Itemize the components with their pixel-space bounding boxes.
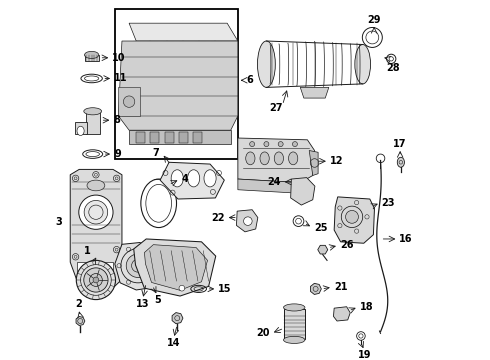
Polygon shape	[119, 41, 238, 130]
Polygon shape	[179, 41, 189, 109]
Polygon shape	[238, 138, 315, 183]
Ellipse shape	[204, 170, 216, 187]
Polygon shape	[129, 23, 238, 41]
Ellipse shape	[284, 336, 305, 343]
Bar	[193, 132, 202, 143]
Text: 21: 21	[334, 282, 347, 292]
Polygon shape	[134, 239, 216, 296]
Polygon shape	[131, 41, 141, 109]
Text: 18: 18	[360, 302, 373, 312]
Text: 5: 5	[154, 294, 161, 305]
Circle shape	[123, 96, 135, 107]
Polygon shape	[238, 179, 300, 193]
Circle shape	[278, 141, 283, 147]
Ellipse shape	[188, 170, 200, 187]
Bar	[115, 9, 238, 159]
Text: 2: 2	[75, 299, 82, 309]
Polygon shape	[172, 312, 183, 324]
Bar	[77, 262, 113, 282]
Circle shape	[293, 141, 297, 147]
Ellipse shape	[289, 152, 298, 165]
Text: 9: 9	[114, 149, 121, 159]
Ellipse shape	[397, 157, 404, 167]
Circle shape	[90, 274, 102, 287]
Text: 19: 19	[358, 350, 371, 360]
Circle shape	[249, 141, 255, 147]
Text: 15: 15	[218, 284, 232, 294]
Bar	[150, 132, 159, 143]
Polygon shape	[334, 307, 350, 321]
Circle shape	[244, 217, 252, 225]
Text: 4: 4	[181, 174, 188, 184]
Polygon shape	[129, 130, 231, 144]
Text: 28: 28	[386, 63, 400, 73]
Text: 13: 13	[136, 299, 149, 309]
Ellipse shape	[260, 152, 269, 165]
Circle shape	[79, 195, 113, 229]
Bar	[284, 309, 305, 339]
Text: 17: 17	[393, 139, 407, 149]
Ellipse shape	[284, 304, 305, 311]
Bar	[165, 132, 173, 143]
Ellipse shape	[355, 45, 370, 84]
Text: 27: 27	[270, 103, 283, 113]
Circle shape	[264, 141, 269, 147]
Ellipse shape	[77, 126, 84, 135]
Text: 25: 25	[314, 223, 327, 233]
Polygon shape	[291, 177, 315, 205]
Bar	[136, 132, 145, 143]
Circle shape	[76, 260, 116, 300]
Ellipse shape	[84, 108, 101, 115]
Text: 16: 16	[399, 234, 413, 244]
Polygon shape	[145, 245, 208, 290]
Polygon shape	[300, 87, 329, 98]
Ellipse shape	[141, 179, 176, 228]
Ellipse shape	[171, 170, 183, 187]
Polygon shape	[70, 170, 122, 289]
Circle shape	[179, 285, 185, 291]
Bar	[86, 111, 100, 135]
Polygon shape	[334, 197, 374, 243]
Ellipse shape	[274, 152, 284, 165]
Text: 24: 24	[267, 177, 281, 187]
Polygon shape	[318, 245, 328, 254]
Text: 8: 8	[113, 115, 120, 125]
Polygon shape	[311, 283, 321, 294]
Text: 1: 1	[84, 247, 90, 256]
Text: 26: 26	[340, 240, 353, 251]
Ellipse shape	[245, 152, 255, 165]
Text: 3: 3	[56, 217, 62, 227]
Polygon shape	[115, 243, 161, 290]
Text: 6: 6	[247, 75, 253, 85]
Polygon shape	[211, 41, 221, 109]
Circle shape	[345, 211, 358, 223]
Polygon shape	[195, 41, 205, 109]
Text: 7: 7	[153, 148, 159, 158]
Text: 22: 22	[211, 212, 225, 222]
Circle shape	[84, 201, 108, 224]
Polygon shape	[119, 87, 140, 116]
Text: 29: 29	[368, 15, 381, 25]
Text: 14: 14	[167, 338, 180, 348]
Ellipse shape	[257, 41, 275, 87]
Polygon shape	[160, 162, 224, 199]
Circle shape	[126, 254, 150, 278]
Text: 20: 20	[256, 328, 270, 338]
Polygon shape	[76, 316, 85, 325]
Bar	[84, 55, 99, 61]
Circle shape	[93, 277, 99, 283]
Text: 12: 12	[330, 156, 343, 166]
Bar	[179, 132, 188, 143]
Polygon shape	[309, 150, 318, 175]
Polygon shape	[163, 41, 172, 109]
Text: 10: 10	[112, 53, 126, 63]
Bar	[75, 122, 87, 135]
Polygon shape	[147, 41, 156, 109]
Text: 11: 11	[114, 73, 127, 84]
Text: 23: 23	[382, 198, 395, 208]
Ellipse shape	[84, 51, 99, 58]
Circle shape	[84, 268, 108, 292]
Polygon shape	[237, 210, 258, 232]
Ellipse shape	[87, 180, 105, 191]
